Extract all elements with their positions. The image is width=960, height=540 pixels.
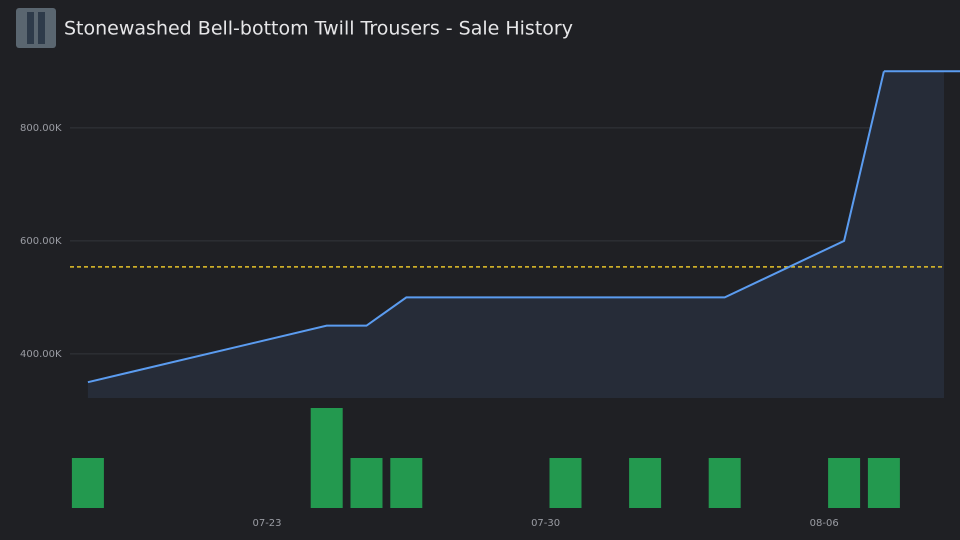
y-tick-label: 400.00K bbox=[20, 349, 62, 360]
volume-bar bbox=[310, 408, 343, 508]
y-tick-label: 800.00K bbox=[20, 123, 62, 134]
volume-bar bbox=[390, 458, 423, 508]
item-icon-leg bbox=[27, 12, 34, 44]
volume-bar bbox=[867, 458, 900, 508]
volume-bar bbox=[350, 458, 383, 508]
chart-title: Stonewashed Bell-bottom Twill Trousers -… bbox=[64, 18, 573, 40]
price-area bbox=[87, 71, 944, 398]
x-tick-label: 08-06 bbox=[810, 518, 839, 529]
x-tick-label: 07-30 bbox=[531, 518, 560, 529]
price-line bbox=[87, 71, 885, 384]
item-icon bbox=[16, 8, 56, 48]
item-icon-leg bbox=[38, 12, 45, 44]
volume-bar bbox=[708, 458, 741, 508]
volume-bar bbox=[71, 458, 104, 508]
volume-bar bbox=[549, 458, 582, 508]
y-tick-label: 600.00K bbox=[20, 236, 62, 247]
x-tick-label: 07-23 bbox=[252, 518, 281, 529]
volume-bar bbox=[629, 458, 662, 508]
volume-bar bbox=[828, 458, 861, 508]
